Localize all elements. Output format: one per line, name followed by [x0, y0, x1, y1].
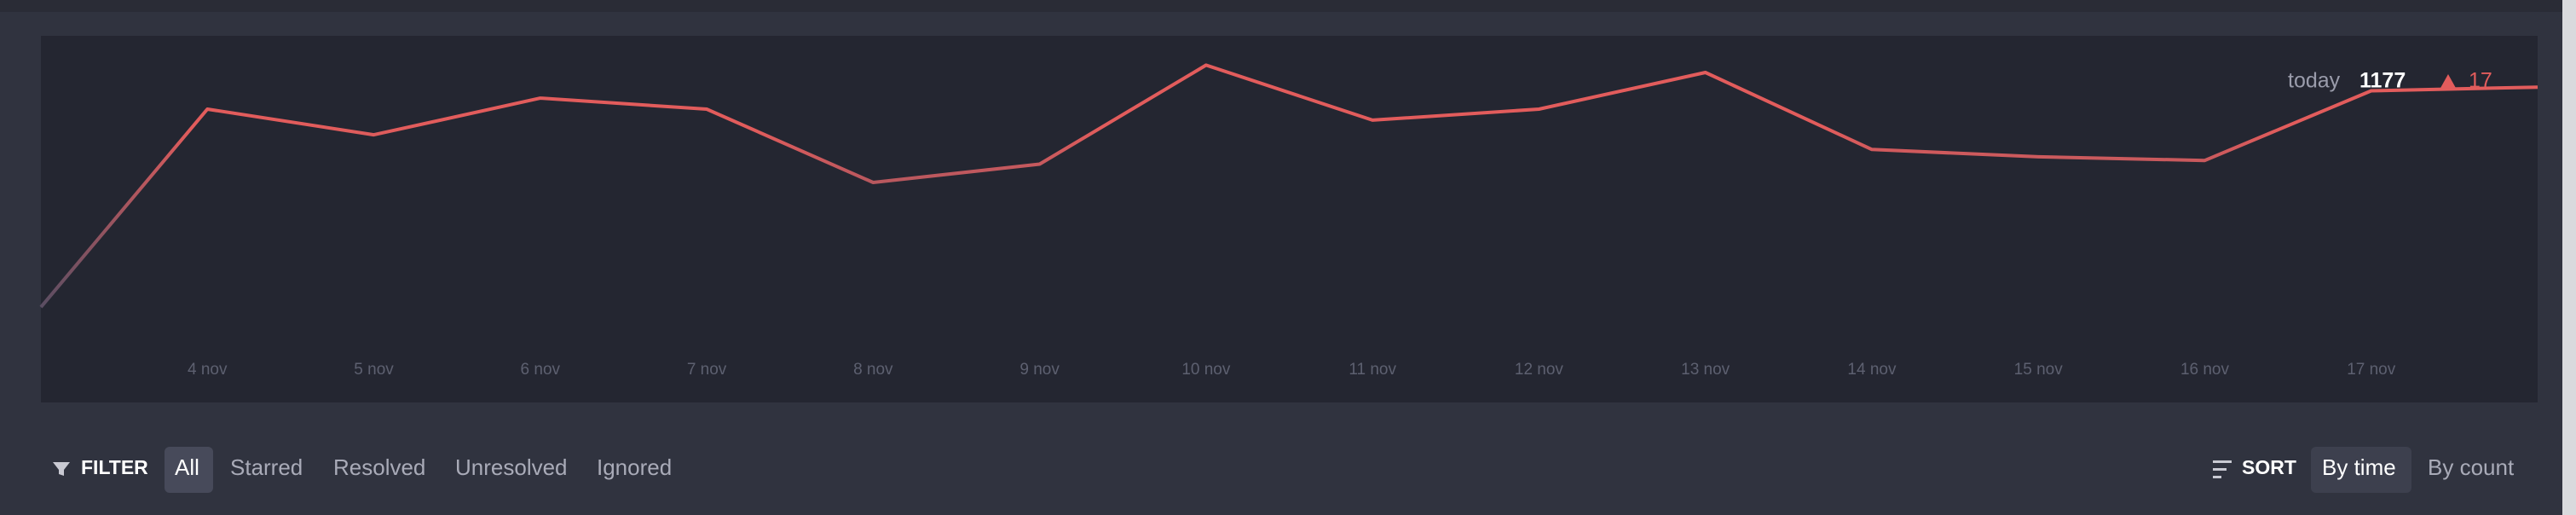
- x-tick-label: 14 nov: [1847, 361, 1897, 379]
- x-tick-label: 17 nov: [2347, 361, 2396, 379]
- x-tick-label: 7 nov: [687, 361, 727, 379]
- filter-option[interactable]: All: [175, 454, 199, 480]
- sort-active-bg: [2311, 447, 2411, 493]
- filter-option[interactable]: Unresolved: [455, 454, 568, 480]
- x-tick-label: 12 nov: [1515, 361, 1564, 379]
- sort-option[interactable]: By count: [2428, 454, 2515, 480]
- x-tick-label: 13 nov: [1681, 361, 1730, 379]
- chart: 4 nov 5 nov 6 nov 7 nov 8 nov 9 nov 10 nov 11 n…: [39, 63, 2538, 379]
- x-tick-label: 11 nov: [1349, 361, 1396, 379]
- x-tick-label: 4 nov: [188, 361, 228, 379]
- sort-option[interactable]: By time: [2322, 454, 2396, 480]
- sort-label: SORT: [2242, 456, 2296, 478]
- filter-label: FILTER: [81, 456, 148, 478]
- x-tick-label: 9 nov: [1019, 361, 1060, 379]
- x-tick-label: 8 nov: [853, 361, 893, 379]
- top-bar: [0, 0, 2576, 12]
- filter-option[interactable]: Ignored: [597, 454, 672, 480]
- x-tick-label: 16 nov: [2180, 361, 2230, 379]
- filter-active-bg: [165, 447, 213, 493]
- scrollbar: [2562, 0, 2576, 515]
- x-tick-label: 10 nov: [1181, 361, 1231, 379]
- filter-icon: [53, 462, 70, 476]
- x-tick-label: 5 nov: [354, 361, 394, 379]
- trend-up-icon: [2440, 74, 2457, 90]
- filter-option[interactable]: Starred: [230, 454, 303, 480]
- summary-label: today: [2288, 69, 2341, 93]
- sort-icon: [2213, 460, 2232, 478]
- x-tick-label: 6 nov: [521, 361, 561, 379]
- chart-panel: [41, 36, 2538, 402]
- filter-option[interactable]: Resolved: [333, 454, 425, 480]
- x-tick-label: 15 nov: [2014, 361, 2064, 379]
- line-series: [39, 63, 2538, 309]
